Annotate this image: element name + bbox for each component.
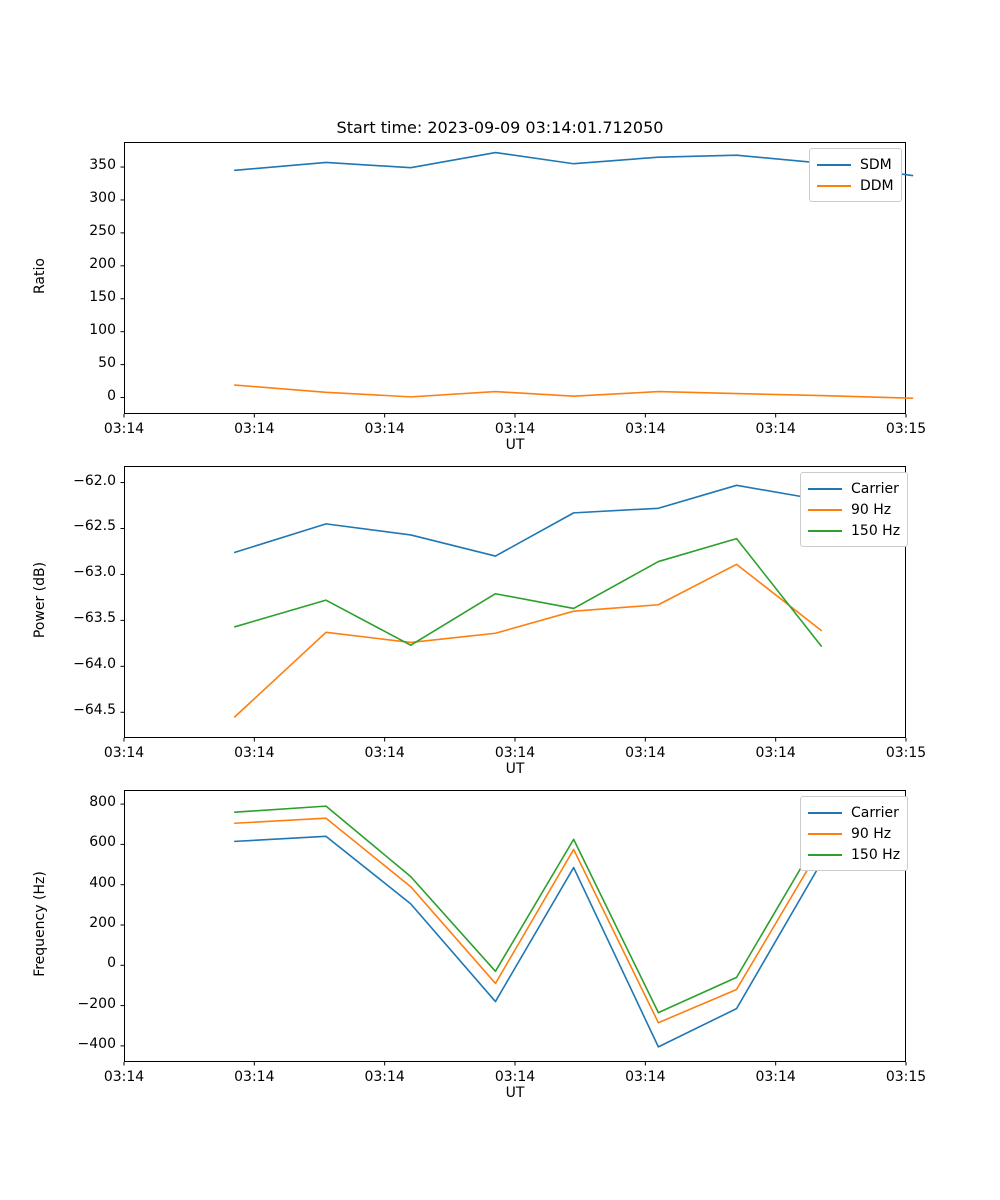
legend-label: Carrier	[851, 480, 899, 497]
series-line-ddm	[233, 384, 914, 399]
x-tick-label: 03:15	[885, 421, 927, 437]
x-tick-label: 03:14	[234, 745, 275, 761]
x-axis-label-ratio: UT	[505, 437, 525, 453]
legend-entry-150-hz[interactable]: 150 Hz	[808, 520, 900, 541]
y-tick-label: 50	[98, 354, 116, 371]
x-tick-label: 03:15	[885, 745, 927, 761]
series-line-carrier	[233, 484, 823, 557]
y-tick-label: 150	[89, 288, 116, 305]
plot-area-ratio	[120, 151, 914, 418]
legend-color-swatch	[808, 811, 842, 814]
y-tick-label: 0	[107, 955, 116, 972]
legend-label: 150 Hz	[851, 846, 901, 863]
x-tick-label: 03:14	[234, 421, 275, 437]
legend-entry-sdm[interactable]: SDM	[817, 154, 894, 175]
x-tick-label: 03:14	[103, 421, 145, 437]
legend-label: 90 Hz	[851, 501, 892, 518]
x-tick-label: 03:14	[364, 421, 405, 437]
y-tick-label: 300	[89, 189, 116, 206]
series-line-sdm	[233, 151, 914, 177]
legend-color-swatch	[808, 832, 842, 835]
y-tick-label: 250	[89, 222, 116, 239]
x-tick-label: 03:14	[625, 1069, 666, 1085]
legend-entry-carrier[interactable]: Carrier	[808, 478, 900, 499]
y-tick-label: 200	[89, 914, 116, 931]
legend-color-swatch	[817, 184, 851, 187]
x-tick-label: 03:14	[364, 1069, 405, 1085]
x-tick-label: 03:14	[625, 745, 666, 761]
y-tick-label: −64.5	[73, 702, 116, 719]
y-axis-label-ratio: Ratio	[32, 258, 48, 294]
y-axis-label-power: Power (dB)	[32, 561, 48, 639]
axes-frame-frequency	[124, 790, 906, 1062]
legend-power[interactable]: Carrier 90 Hz 150 Hz	[800, 472, 909, 547]
legend-color-swatch	[808, 487, 842, 490]
y-tick-label: 350	[89, 157, 116, 174]
x-tick-label: 03:14	[234, 1069, 275, 1085]
y-tick-label: −62.5	[73, 518, 116, 535]
x-tick-label: 03:14	[494, 745, 536, 761]
series-line-carrier	[233, 835, 823, 1048]
y-tick-label: −63.5	[73, 610, 116, 627]
legend-entry-150-hz[interactable]: 150 Hz	[808, 844, 900, 865]
legend-ratio[interactable]: SDM DDM	[809, 148, 902, 202]
legend-label: DDM	[860, 177, 894, 194]
axes-frame-ratio	[124, 142, 906, 414]
x-axis-label-frequency: UT	[505, 1085, 525, 1101]
y-tick-label: −62.0	[73, 472, 116, 489]
x-tick-label: 03:14	[494, 421, 536, 437]
x-tick-label: 03:14	[755, 1069, 796, 1085]
legend-entry-ddm[interactable]: DDM	[817, 175, 894, 196]
x-tick-label: 03:14	[755, 421, 796, 437]
x-tick-label: 03:14	[103, 1069, 145, 1085]
legend-label: SDM	[860, 156, 892, 173]
y-tick-label: 800	[89, 794, 116, 811]
series-line-150-hz	[233, 805, 823, 1014]
y-tick-label: 200	[89, 255, 116, 272]
y-tick-label: −400	[77, 1035, 116, 1052]
axes-frame-power	[124, 466, 906, 738]
legend-frequency[interactable]: Carrier 90 Hz 150 Hz	[800, 796, 909, 871]
legend-label: 90 Hz	[851, 825, 892, 842]
x-tick-label: 03:14	[755, 745, 796, 761]
x-axis-label-power: UT	[505, 761, 525, 777]
legend-label: 150 Hz	[851, 522, 901, 539]
y-tick-label: −64.0	[73, 656, 116, 673]
y-tick-label: 100	[89, 321, 116, 338]
series-line-150-hz	[233, 537, 823, 647]
x-tick-label: 03:14	[625, 421, 666, 437]
y-tick-label: −63.0	[73, 564, 116, 581]
x-tick-label: 03:15	[885, 1069, 927, 1085]
legend-color-swatch	[808, 508, 842, 511]
plot-area-power	[120, 482, 907, 742]
legend-color-swatch	[808, 529, 842, 532]
y-tick-label: 0	[107, 387, 116, 404]
series-line-90-hz	[233, 563, 823, 718]
y-tick-label: −200	[77, 995, 116, 1012]
x-tick-label: 03:14	[494, 1069, 536, 1085]
legend-entry-90-hz[interactable]: 90 Hz	[808, 823, 900, 844]
figure-title: Start time: 2023-09-09 03:14:01.712050	[336, 118, 664, 137]
series-line-90-hz	[233, 817, 823, 1024]
legend-entry-90-hz[interactable]: 90 Hz	[808, 499, 900, 520]
legend-entry-carrier[interactable]: Carrier	[808, 802, 900, 823]
y-tick-label: 600	[89, 834, 116, 851]
x-tick-label: 03:14	[364, 745, 405, 761]
legend-color-swatch	[817, 163, 851, 166]
legend-color-swatch	[808, 853, 842, 856]
x-tick-label: 03:14	[103, 745, 145, 761]
plot-area-frequency	[120, 803, 907, 1066]
legend-label: Carrier	[851, 804, 899, 821]
y-tick-label: 400	[89, 874, 116, 891]
